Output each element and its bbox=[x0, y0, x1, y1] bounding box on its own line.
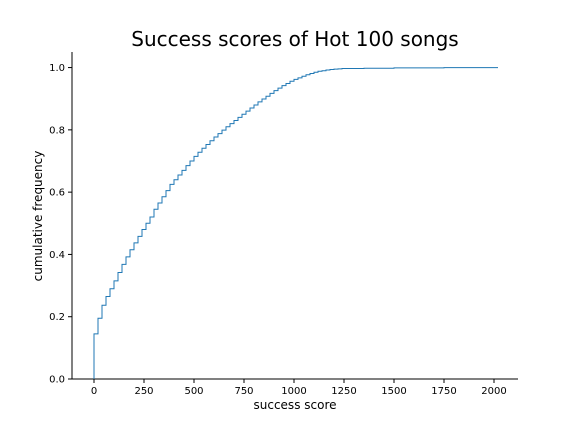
x-tick-label: 500 bbox=[184, 386, 203, 397]
x-tick-label: 1750 bbox=[431, 386, 456, 397]
x-tick-label: 0 bbox=[91, 386, 97, 397]
y-ticks: 0.0 0.2 0.4 0.6 0.8 1.0 bbox=[49, 63, 72, 386]
y-tick-label: 0.6 bbox=[49, 188, 65, 199]
y-tick-label: 0.0 bbox=[49, 375, 65, 386]
x-ticks: 0 250 500 750 1000 1250 1500 1750 2000 bbox=[91, 379, 507, 397]
y-tick-label: 0.4 bbox=[49, 250, 65, 261]
series-layer bbox=[93, 67, 498, 379]
x-tick-label: 1000 bbox=[281, 386, 306, 397]
chart-title: Success scores of Hot 100 songs bbox=[131, 27, 458, 51]
y-tick-label: 0.2 bbox=[49, 312, 65, 323]
y-axis-label: cumulative frequency bbox=[31, 151, 45, 282]
y-tick-label: 0.8 bbox=[49, 125, 65, 136]
x-axis-label: success score bbox=[254, 398, 337, 412]
x-tick-label: 1250 bbox=[331, 386, 356, 397]
x-tick-label: 1500 bbox=[381, 386, 406, 397]
y-tick-label: 1.0 bbox=[49, 63, 65, 74]
x-tick-label: 250 bbox=[134, 386, 153, 397]
ecdf-step-line bbox=[93, 67, 498, 379]
x-tick-label: 2000 bbox=[481, 386, 506, 397]
x-tick-label: 750 bbox=[234, 386, 253, 397]
